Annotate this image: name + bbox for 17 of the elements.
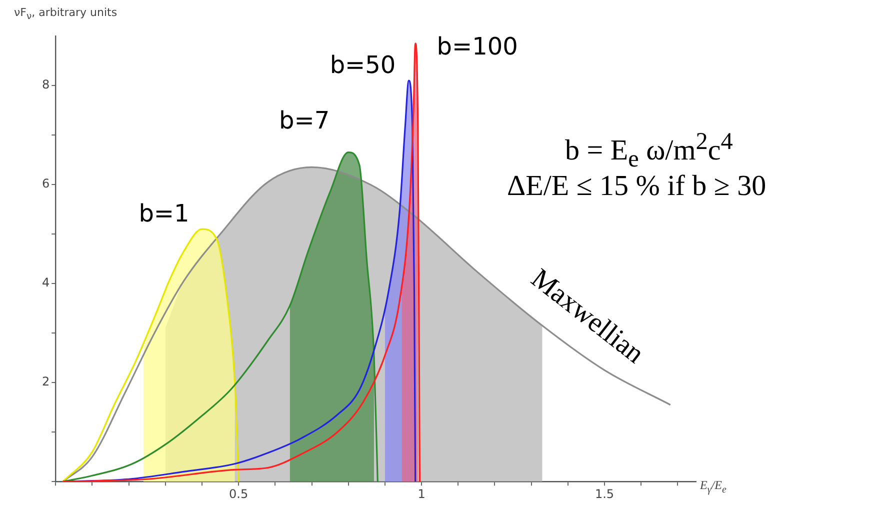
x-tick-label: 0.5 — [229, 486, 248, 501]
line-series — [62, 228, 240, 482]
x-tick-label: 1 — [418, 486, 426, 501]
y-tick-label: 6 — [42, 176, 50, 191]
y-tick-label: 4 — [42, 276, 50, 290]
line-series — [62, 152, 378, 482]
annotation: b = E$_{e}$ ω/m$^{2}$c$^{4}$ — [565, 128, 733, 172]
series-label: b=7 — [279, 106, 330, 135]
x-axis-title: E$_{γ}$/E$_{e}$ — [700, 478, 726, 496]
y-tick-label: 2 — [42, 374, 50, 389]
annotation: ΔE/E ≤ 15 % if b ≥ 30 — [507, 170, 766, 203]
series-label: b=1 — [138, 199, 190, 228]
y-axis-title: νF$_{ν}$, arbitrary units — [14, 6, 118, 22]
series-label: b=50 — [330, 50, 396, 79]
series-label: b=100 — [436, 32, 518, 61]
y-tick-label: 8 — [42, 78, 50, 92]
x-tick-label: 1.5 — [594, 486, 614, 501]
